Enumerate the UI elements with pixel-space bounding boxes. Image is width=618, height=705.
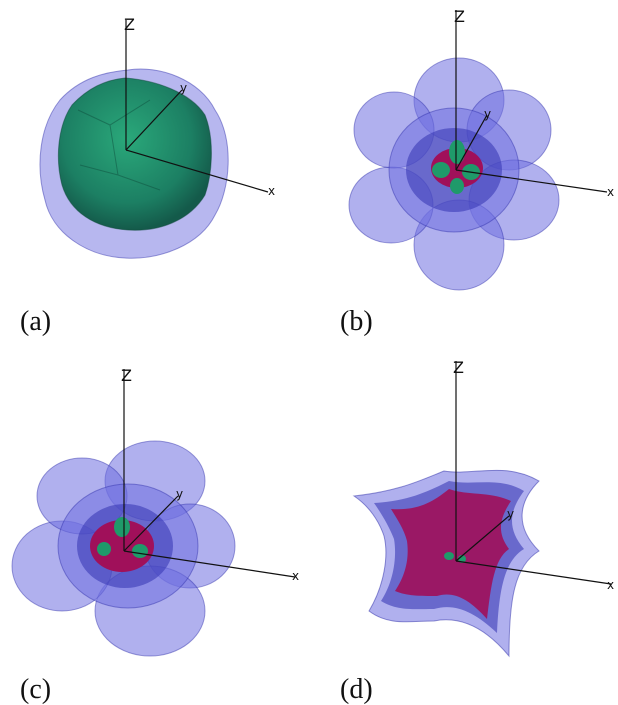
panel-caption-d: (d) bbox=[340, 674, 373, 705]
x-axis-label: x bbox=[292, 569, 299, 583]
x-axis-label: x bbox=[268, 184, 275, 198]
y-axis bbox=[455, 114, 488, 171]
surface-plot-d: Z x y bbox=[352, 358, 614, 658]
surface-plot-a: Z x y bbox=[39, 15, 275, 259]
panel-caption-b: (b) bbox=[340, 306, 373, 337]
x-axis bbox=[125, 149, 269, 193]
inner-surface bbox=[57, 77, 212, 231]
y-axis-label: y bbox=[484, 107, 491, 121]
x-axis bbox=[455, 560, 612, 585]
z-axis-label: Z bbox=[454, 7, 465, 26]
inner-lobes bbox=[90, 517, 154, 572]
x-axis-label: x bbox=[607, 185, 614, 199]
panel-caption-c: (c) bbox=[20, 674, 52, 705]
x-axis-label: x bbox=[607, 578, 614, 592]
y-axis-label: y bbox=[176, 487, 183, 501]
x-axis bbox=[123, 550, 296, 578]
panel-caption-a: (a) bbox=[20, 306, 52, 337]
y-axis-label: y bbox=[507, 507, 514, 521]
figure-panel-d: Z x y (d) bbox=[309, 351, 618, 705]
z-axis-label: Z bbox=[124, 15, 135, 34]
z-axis-label: Z bbox=[121, 366, 132, 385]
figure-panel-c: Z x y (c) bbox=[0, 351, 309, 705]
figure-panel-b: Z x y (b) bbox=[309, 0, 618, 351]
y-axis bbox=[125, 89, 183, 151]
surface-plot-c: Z x y bbox=[11, 366, 299, 657]
y-axis-label: y bbox=[180, 81, 187, 95]
x-axis bbox=[455, 169, 608, 193]
outer-surface bbox=[348, 57, 560, 291]
y-axis bbox=[455, 515, 510, 562]
z-axis-label: Z bbox=[453, 358, 464, 377]
y-axis bbox=[123, 495, 179, 552]
figure-panel-a: Z x y (a) bbox=[0, 0, 309, 351]
surface-plot-b: Z x y bbox=[348, 7, 614, 291]
